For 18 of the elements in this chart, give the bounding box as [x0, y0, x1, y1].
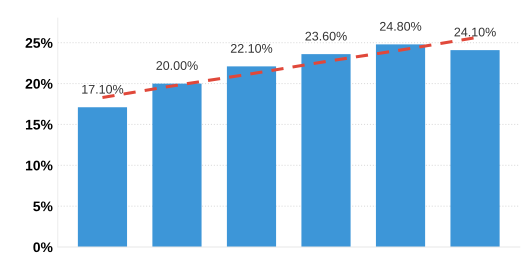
bar — [78, 107, 128, 247]
bar — [376, 44, 426, 247]
y-tick-label: 20% — [26, 78, 53, 89]
bar — [450, 50, 500, 247]
y-tick-label: 10% — [26, 160, 53, 170]
data-label: 23.60% — [305, 32, 347, 41]
y-tick-label: 25% — [26, 38, 53, 48]
data-label: 20.00% — [156, 61, 198, 70]
data-label: 24.10% — [454, 28, 496, 36]
data-label: 17.10% — [82, 84, 124, 94]
y-tick-label: 0% — [33, 242, 53, 252]
data-label: 22.10% — [230, 44, 272, 53]
bar — [152, 84, 202, 247]
bar — [226, 66, 276, 247]
data-label: 24.80% — [380, 22, 422, 31]
bar — [301, 54, 351, 247]
y-tick-label: 15% — [26, 120, 53, 130]
y-tick-label: 5% — [33, 202, 53, 212]
